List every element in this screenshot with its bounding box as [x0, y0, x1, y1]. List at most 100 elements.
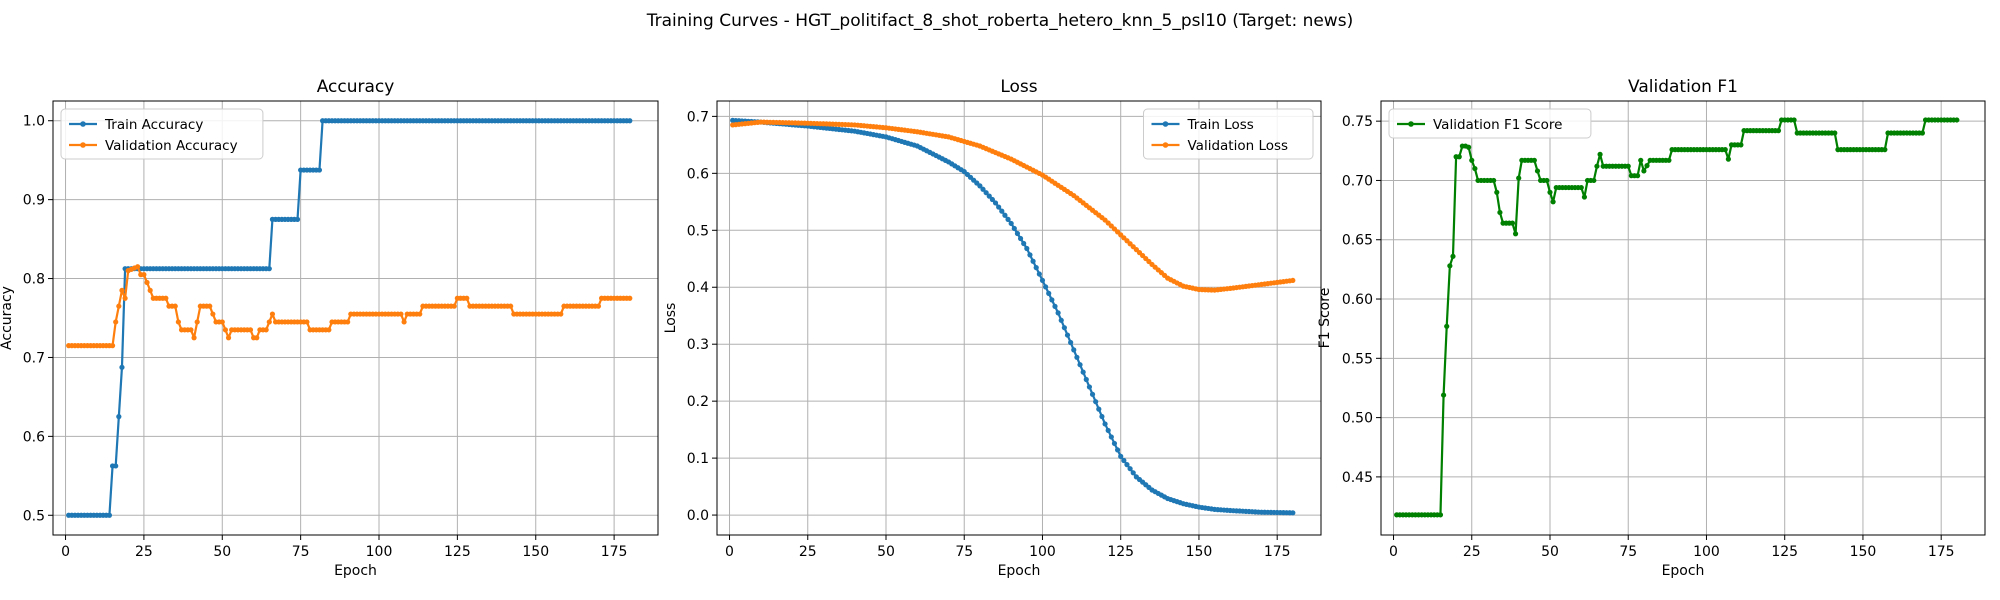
- data-point: [194, 319, 200, 325]
- data-point: [1581, 194, 1588, 200]
- data-point: [1725, 156, 1731, 162]
- data-point: [1083, 376, 1089, 383]
- x-tick-label: 175: [601, 544, 628, 560]
- data-point: [210, 311, 216, 317]
- plot-area: [53, 101, 658, 535]
- data-point: [1440, 392, 1447, 398]
- data-point: [263, 327, 269, 333]
- y-tick-label: 0.50: [1342, 411, 1373, 427]
- data-point: [1544, 177, 1550, 184]
- data-point: [1021, 240, 1027, 247]
- data-point: [1722, 147, 1728, 153]
- legend-entry: Validation Accuracy: [69, 138, 238, 154]
- y-tick-label: 0.0: [687, 508, 709, 524]
- legend-entry: Train Loss: [1151, 117, 1254, 133]
- data-point: [1118, 453, 1124, 459]
- data-point: [464, 295, 470, 301]
- series-train-accuracy: [66, 118, 633, 518]
- data-point: [345, 319, 351, 325]
- data-point: [222, 327, 229, 333]
- y-tick-label: 1.0: [23, 114, 45, 130]
- data-point: [106, 512, 113, 518]
- data-point: [1594, 163, 1600, 169]
- data-point: [175, 319, 181, 325]
- data-point: [1052, 303, 1058, 309]
- data-point: [1130, 470, 1136, 476]
- data-point: [1775, 128, 1782, 134]
- data-point: [1071, 347, 1077, 353]
- data-point: [113, 463, 119, 469]
- data-point: [558, 311, 564, 317]
- data-point: [1111, 440, 1118, 447]
- legend-box: [1388, 108, 1592, 139]
- data-point: [1024, 245, 1030, 252]
- subplot-3: 0 25 50 75 100 125 150 175 0.45 0.50 0.55 0.60 0.65 0…: [1317, 77, 1986, 579]
- y-tick-label: 0.6: [687, 166, 709, 182]
- data-point: [1033, 265, 1039, 271]
- data-point: [417, 311, 423, 317]
- legend-label: Train Loss: [1187, 117, 1254, 133]
- y-axis-label: Accuracy: [0, 286, 15, 350]
- data-point: [401, 319, 407, 325]
- x-tick-label: 50: [213, 544, 231, 560]
- data-point: [1108, 434, 1114, 440]
- data-point: [1472, 165, 1478, 172]
- data-point: [113, 319, 119, 325]
- subplots: 0 25 50 75 100 125 150 175 0.5 0.6 0.7 0.8 0.9 1.0 Acc…: [0, 77, 1986, 579]
- series-validation-accuracy: [66, 264, 633, 349]
- data-point: [1080, 369, 1086, 375]
- x-tick-label: 175: [1264, 544, 1291, 560]
- x-tick-label: 150: [1186, 544, 1213, 560]
- x-tick-label: 150: [1850, 544, 1877, 560]
- y-tick-label: 0.7: [687, 109, 709, 125]
- x-tick-label: 175: [1928, 544, 1955, 560]
- data-point: [1638, 157, 1644, 163]
- x-axis-label: Epoch: [998, 563, 1041, 579]
- y-tick-label: 0.5: [687, 223, 709, 239]
- data-point: [1625, 163, 1631, 169]
- x-tick-label: 75: [1619, 544, 1637, 560]
- subplot-1: 0 25 50 75 100 125 150 175 0.5 0.6 0.7 0.8 0.9 1.0 Acc…: [0, 77, 659, 579]
- data-point: [1591, 177, 1597, 184]
- data-point: [1641, 168, 1647, 174]
- data-point: [294, 216, 301, 222]
- data-point: [1550, 199, 1556, 205]
- data-point: [147, 287, 153, 293]
- legend-label: Train Accuracy: [104, 117, 203, 133]
- data-point: [1491, 177, 1497, 184]
- data-point: [254, 335, 260, 341]
- data-point: [1105, 427, 1111, 434]
- x-tick-label: 50: [1541, 544, 1559, 560]
- data-point: [1124, 462, 1130, 468]
- data-point: [398, 311, 404, 317]
- x-tick-label: 0: [725, 544, 734, 560]
- data-point: [1290, 277, 1296, 284]
- data-point: [1099, 413, 1105, 420]
- data-point: [1597, 151, 1603, 157]
- data-point: [266, 319, 272, 325]
- data-point: [1832, 130, 1838, 136]
- data-point: [1089, 391, 1096, 397]
- data-point: [219, 319, 225, 325]
- x-tick-label: 75: [955, 544, 973, 560]
- y-axis-label: F1 Score: [1317, 288, 1333, 349]
- data-point: [1068, 339, 1074, 346]
- data-point: [1093, 399, 1099, 405]
- data-point: [304, 319, 310, 325]
- data-point: [627, 295, 633, 301]
- y-tick-label: 0.2: [687, 394, 709, 410]
- data-point: [1030, 258, 1036, 264]
- data-point: [983, 190, 989, 196]
- data-point: [1954, 117, 1960, 123]
- data-point: [266, 266, 272, 272]
- data-point: [595, 303, 602, 309]
- data-point: [1039, 277, 1046, 284]
- y-tick-label: 0.65: [1342, 233, 1373, 249]
- subplot-title: Validation F1: [1628, 77, 1738, 97]
- data-point: [326, 327, 332, 333]
- y-tick-label: 0.1: [687, 451, 709, 467]
- plot-frame: [52, 100, 659, 536]
- data-point: [980, 186, 986, 192]
- data-point: [1014, 230, 1021, 237]
- data-point: [207, 303, 213, 309]
